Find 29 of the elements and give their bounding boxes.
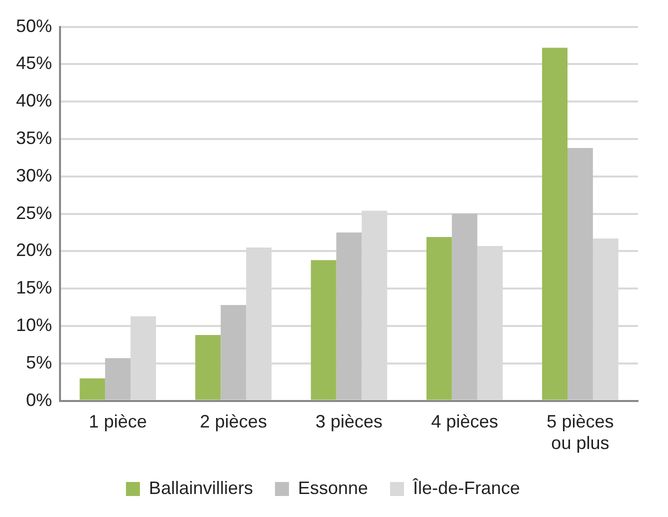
y-tick-label: 25%: [16, 202, 52, 223]
legend-label: Île-de-France: [412, 478, 520, 498]
y-tick-label: 50%: [16, 16, 52, 36]
legend-label: Essonne: [298, 478, 368, 498]
bar: [195, 334, 221, 400]
y-tick-label: 10%: [16, 314, 52, 335]
bar: [426, 236, 452, 400]
y-tick-label: 30%: [16, 165, 52, 186]
y-tick-label: 20%: [16, 240, 52, 260]
y-tick-label: 0%: [26, 390, 52, 410]
y-tick-label: 5%: [26, 352, 52, 372]
legend-label: Ballainvilliers: [148, 478, 253, 498]
y-tick-label: 35%: [16, 128, 52, 148]
bar: [310, 260, 336, 400]
x-tick-label: 3 pièces: [315, 412, 383, 432]
bar: [567, 148, 593, 400]
bar: [220, 305, 246, 400]
bar: [80, 378, 106, 400]
bar: [105, 358, 131, 400]
x-tick-label: 1 pièce: [88, 412, 147, 432]
y-tick-label: 40%: [16, 90, 52, 111]
y-tick-label: 45%: [16, 53, 52, 74]
bar: [452, 214, 478, 400]
x-tick-label: 4 pièces: [431, 412, 498, 432]
bar: [542, 48, 568, 400]
y-tick-label: 15%: [16, 278, 52, 298]
bar: [336, 232, 362, 400]
x-tick-label: 5 pièces ou plus: [546, 412, 614, 454]
x-tick-label: 2 pièces: [200, 412, 267, 432]
